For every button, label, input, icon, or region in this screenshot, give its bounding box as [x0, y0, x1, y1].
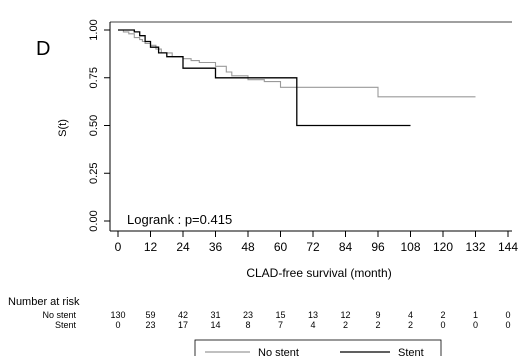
x-tick-label: 84	[339, 240, 353, 254]
y-axis-label: S(t)	[57, 119, 69, 137]
risk-value: 14	[210, 320, 220, 330]
x-tick-label: 72	[306, 240, 320, 254]
y-tick-label: 0.75	[88, 67, 100, 88]
risk-value: 0	[505, 310, 510, 320]
logrank-annotation: Logrank : p=0.415	[127, 212, 232, 227]
risk-value: 2	[375, 320, 380, 330]
x-tick-label: 36	[209, 240, 223, 254]
risk-value: 2	[440, 310, 445, 320]
risk-value: 8	[245, 320, 250, 330]
risk-value: 130	[110, 310, 125, 320]
series-line-stent	[118, 29, 411, 127]
risk-value: 12	[340, 310, 350, 320]
risk-value: 9	[375, 310, 380, 320]
legend: No stent Stent	[194, 339, 442, 356]
risk-value: 31	[210, 310, 220, 320]
risk-value: 1	[473, 310, 478, 320]
x-tick-label: 132	[465, 240, 485, 254]
y-tick-label: 0.50	[88, 115, 100, 136]
x-tick-label: 0	[115, 240, 122, 254]
y-ticks: 0.00 0.25 0.50 0.75 1.00	[88, 19, 110, 232]
risk-value: 4	[408, 310, 413, 320]
x-tick-label: 108	[400, 240, 420, 254]
risk-value: 7	[278, 320, 283, 330]
risk-value: 0	[440, 320, 445, 330]
risk-value: 2	[343, 320, 348, 330]
x-tick-label: 24	[176, 240, 190, 254]
y-tick-label: 0.00	[88, 210, 100, 231]
x-tick-label: 12	[144, 240, 158, 254]
risk-value: 0	[473, 320, 478, 330]
x-tick-label: 96	[371, 240, 385, 254]
x-axis-label: CLAD-free survival (month)	[246, 266, 391, 280]
risk-value: 0	[505, 320, 510, 330]
risk-value: 0	[115, 320, 120, 330]
risk-value: 23	[243, 310, 253, 320]
risk-value: 13	[308, 310, 318, 320]
risk-values: 130 59 42 31 23 15 13 12 9 4 2 1 00 23 17 14 8 7 4 2 2 2 0 0 0	[110, 310, 510, 330]
legend-label-no-stent: No stent	[258, 347, 299, 356]
risk-value: 15	[275, 310, 285, 320]
x-tick-label: 120	[433, 240, 453, 254]
risk-value: 23	[145, 320, 155, 330]
risk-row-label-stent: Stent	[55, 320, 77, 330]
risk-value: 4	[310, 320, 315, 330]
panel-label: D	[36, 38, 51, 60]
risk-row-label-no-stent: No stent	[42, 310, 76, 320]
risk-value: 59	[145, 310, 155, 320]
risk-value: 17	[178, 320, 188, 330]
y-tick-label: 1.00	[88, 19, 100, 40]
x-tick-label: 48	[241, 240, 255, 254]
x-tick-label: 60	[274, 240, 288, 254]
x-ticks: 0 12 24 36 48 60 72 84 96 108 120 132 144	[115, 231, 518, 254]
risk-value: 2	[408, 320, 413, 330]
y-tick-label: 0.25	[88, 163, 100, 184]
legend-label-stent: Stent	[398, 347, 424, 356]
risk-table-title: Number at risk	[8, 296, 80, 308]
series-group	[118, 29, 476, 127]
risk-value: 42	[178, 310, 188, 320]
x-tick-label: 144	[498, 240, 518, 254]
